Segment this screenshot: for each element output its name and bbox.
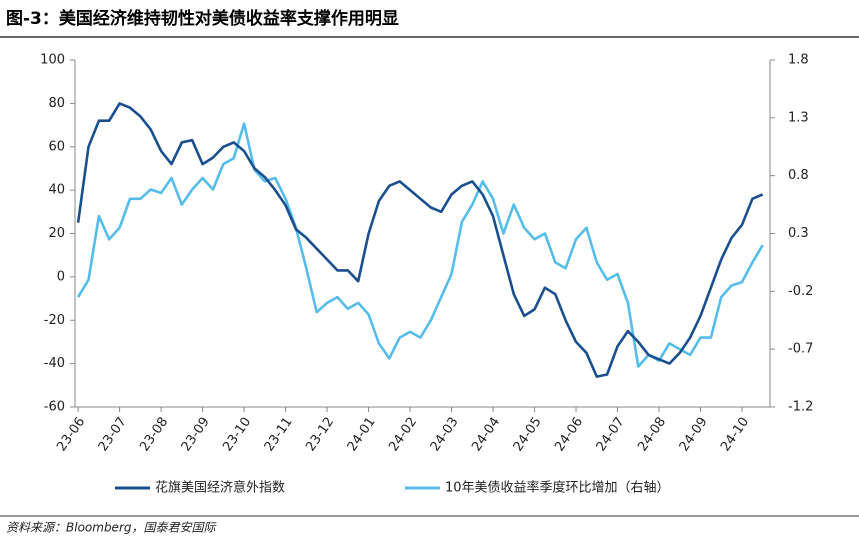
y2-tick-label: 1.8	[788, 53, 809, 68]
x-tick-label: 24-02	[386, 415, 420, 455]
y2-tick-label: -0.2	[788, 284, 813, 299]
series-line	[76, 102, 764, 378]
x-tick-label: 23-12	[303, 415, 337, 455]
x-tick-label: 23-09	[179, 415, 213, 455]
y-tick-label: -60	[44, 400, 65, 415]
x-tick-label: 23-10	[220, 415, 254, 455]
y-tick-label: 20	[48, 226, 65, 241]
x-tick-label: 24-06	[552, 415, 586, 455]
x-tick-label: 24-08	[635, 415, 669, 455]
y-tick-label: -40	[44, 356, 65, 371]
y-tick-label: 80	[48, 96, 65, 111]
legend-label: 10年美债收益率季度环比增加（右轴）	[445, 480, 670, 496]
legend-label: 花旗美国经济意外指数	[155, 480, 285, 496]
x-tick-label: 24-09	[677, 415, 711, 455]
x-tick-label: 23-11	[262, 415, 296, 455]
x-tick-label: 24-03	[428, 415, 462, 455]
y2-tick-label: 0.8	[788, 168, 809, 183]
y2-tick-label: -1.2	[788, 400, 813, 415]
source: 资料来源：Bloomberg，国泰君安国际	[6, 521, 217, 535]
x-tick-label: 24-04	[469, 415, 503, 455]
x-tick-label: 24-10	[718, 415, 752, 455]
x-tick-label: 23-06	[54, 415, 88, 455]
y-tick-label: -20	[44, 313, 65, 328]
x-tick-label: 24-01	[345, 415, 379, 455]
y-tick-label: 60	[48, 139, 65, 154]
y-tick-label: 0	[57, 269, 65, 284]
y2-tick-label: 1.3	[788, 110, 809, 125]
y2-tick-label: -0.7	[788, 342, 813, 357]
y-tick-label: 100	[40, 53, 65, 68]
x-tick-label: 24-05	[511, 415, 545, 455]
y2-tick-label: 0.3	[788, 226, 809, 241]
x-tick-label: 23-08	[137, 415, 171, 455]
x-tick-label: 24-07	[594, 415, 628, 455]
y-tick-label: 40	[48, 183, 65, 198]
x-tick-label: 23-07	[96, 415, 130, 455]
series-line	[76, 122, 764, 368]
chart-title: 图-3：美国经济维持韧性对美债收益率支撑作用明显	[6, 8, 399, 29]
